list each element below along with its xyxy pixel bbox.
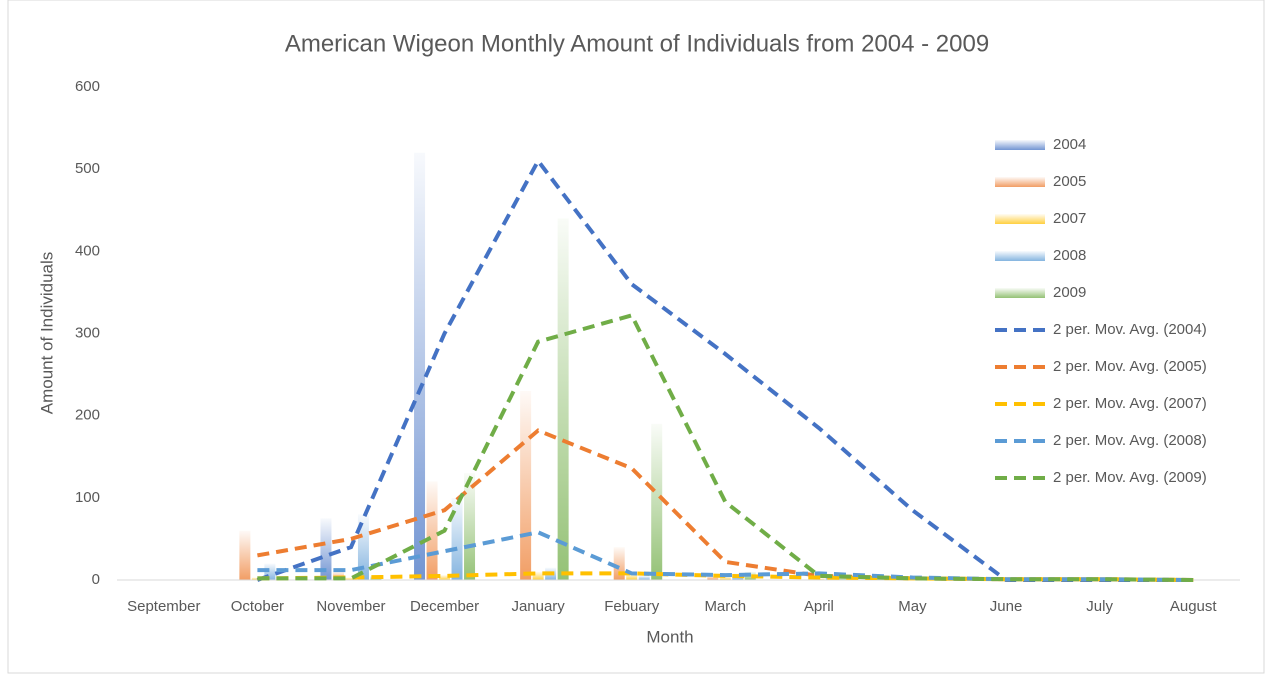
legend-swatch — [995, 251, 1045, 261]
x-tick-label: October — [231, 598, 284, 615]
trend-line — [257, 313, 1194, 582]
legend-label: 2009 — [1053, 284, 1086, 301]
legend-label: 2005 — [1053, 173, 1086, 190]
legend-label: 2 per. Mov. Avg. (2005) — [1053, 358, 1207, 375]
x-tick-label: December — [410, 598, 479, 615]
trend-line — [257, 530, 1194, 582]
bar — [464, 473, 476, 580]
legend-swatch — [995, 177, 1045, 187]
bar — [838, 577, 850, 580]
y-tick-label: 400 — [75, 242, 100, 259]
bar — [451, 497, 463, 580]
bar — [426, 481, 438, 580]
legend-label: 2 per. Mov. Avg. (2007) — [1053, 395, 1207, 412]
legend-label: 2 per. Mov. Avg. (2004) — [1053, 321, 1207, 338]
legend-label: 2 per. Mov. Avg. (2008) — [1053, 432, 1207, 449]
legend-swatch — [995, 140, 1045, 150]
bar — [719, 576, 731, 580]
bar — [557, 218, 569, 580]
x-tick-label: June — [990, 598, 1023, 615]
bar — [638, 575, 650, 580]
y-tick-label: 0 — [92, 571, 100, 588]
x-tick-label: July — [1086, 598, 1113, 615]
x-axis-title: Month — [646, 627, 693, 646]
bar — [239, 530, 251, 580]
bar — [520, 391, 532, 580]
x-tick-label: April — [804, 598, 834, 615]
bar — [613, 547, 625, 580]
y-tick-label: 500 — [75, 160, 100, 177]
x-tick-label: January — [511, 598, 565, 615]
x-tick-label: March — [704, 598, 746, 615]
legend-label: 2 per. Mov. Avg. (2009) — [1053, 469, 1207, 486]
legend-label: 2008 — [1053, 247, 1086, 264]
x-tick-label: November — [316, 598, 385, 615]
bar — [264, 563, 276, 580]
y-tick-label: 600 — [75, 78, 100, 95]
legend-label: 2007 — [1053, 210, 1086, 227]
legend-label: 2004 — [1053, 136, 1086, 153]
bar — [345, 577, 357, 580]
y-tick-label: 200 — [75, 407, 100, 424]
bar — [414, 152, 426, 580]
x-tick-label: September — [127, 598, 200, 615]
bar — [651, 423, 663, 580]
bar — [707, 575, 719, 580]
x-tick-label: May — [898, 598, 927, 615]
y-tick-label: 100 — [75, 489, 100, 506]
trend-line — [256, 157, 1194, 582]
chart-title: American Wigeon Monthly Amount of Indivi… — [285, 30, 989, 57]
bar — [532, 571, 544, 580]
legend-swatch — [995, 214, 1045, 224]
bar — [439, 575, 451, 580]
y-tick-label: 300 — [75, 324, 100, 341]
x-tick-label: Febuary — [604, 598, 660, 615]
y-axis-title: Amount of Individuals — [37, 252, 56, 415]
chart-frame — [7, 0, 1265, 674]
bar — [320, 518, 332, 580]
x-tick-label: August — [1170, 598, 1218, 615]
bar — [626, 573, 638, 580]
legend-swatch — [995, 288, 1045, 298]
bar — [357, 514, 369, 580]
